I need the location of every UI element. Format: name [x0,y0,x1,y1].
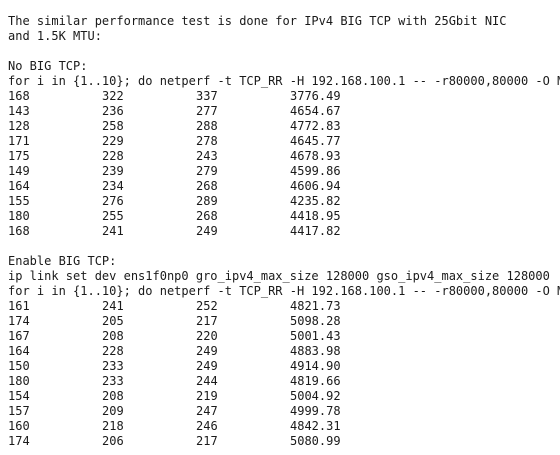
big-tcp-result-cell: 5080.99 [290,434,341,448]
big-tcp-result-cell: 217 [196,314,218,328]
intro-line-1: The similar performance test is done for… [8,14,507,28]
no-big-tcp-result-cell: 228 [102,149,124,163]
big-tcp-result-cell: 252 [196,299,218,313]
enable-big-tcp-command: for i in {1..10}; do netperf -t TCP_RR -… [8,284,560,298]
enable-big-tcp-heading: Enable BIG TCP: [8,254,117,268]
no-big-tcp-result-cell: 279 [196,164,218,178]
no-big-tcp-result-cell: 3776.49 [290,89,341,103]
big-tcp-result-cell: 4819.66 [290,374,341,388]
big-tcp-result-cell: 160 [8,419,30,433]
no-big-tcp-command: for i in {1..10}; do netperf -t TCP_RR -… [8,74,560,88]
big-tcp-result-cell: 157 [8,404,30,418]
no-big-tcp-result-cell: 164 [8,179,30,193]
no-big-tcp-result-cell: 149 [8,164,30,178]
big-tcp-result-cell: 244 [196,374,218,388]
no-big-tcp-result-cell: 143 [8,104,30,118]
no-big-tcp-result-cell: 4599.86 [290,164,341,178]
no-big-tcp-result-cell: 4678.93 [290,149,341,163]
no-big-tcp-result-cell: 4418.95 [290,209,341,223]
big-tcp-result-cell: 228 [102,344,124,358]
no-big-tcp-result-cell: 128 [8,119,30,133]
no-big-tcp-result-cell: 277 [196,104,218,118]
no-big-tcp-result-cell: 168 [8,89,30,103]
no-big-tcp-result-cell: 255 [102,209,124,223]
no-big-tcp-result-cell: 180 [8,209,30,223]
intro-line-2: and 1.5K MTU: [8,29,102,43]
big-tcp-result-cell: 4999.78 [290,404,341,418]
no-big-tcp-result-cell: 243 [196,149,218,163]
no-big-tcp-result-cell: 175 [8,149,30,163]
no-big-tcp-result-cell: 288 [196,119,218,133]
no-big-tcp-result-cell: 4417.82 [290,224,341,238]
big-tcp-result-cell: 4883.98 [290,344,341,358]
big-tcp-result-cell: 249 [196,359,218,373]
big-tcp-result-cell: 4914.90 [290,359,341,373]
no-big-tcp-result-cell: 4772.83 [290,119,341,133]
big-tcp-result-cell: 205 [102,314,124,328]
no-big-tcp-result-cell: 322 [102,89,124,103]
big-tcp-result-cell: 249 [196,344,218,358]
no-big-tcp-result-cell: 278 [196,134,218,148]
no-big-tcp-result-cell: 4235.82 [290,194,341,208]
big-tcp-result-cell: 220 [196,329,218,343]
no-big-tcp-result-cell: 234 [102,179,124,193]
big-tcp-result-cell: 233 [102,374,124,388]
no-big-tcp-result-cell: 4645.77 [290,134,341,148]
no-big-tcp-result-cell: 268 [196,209,218,223]
big-tcp-result-cell: 5098.28 [290,314,341,328]
no-big-tcp-result-cell: 239 [102,164,124,178]
no-big-tcp-result-cell: 258 [102,119,124,133]
big-tcp-result-cell: 209 [102,404,124,418]
big-tcp-result-cell: 208 [102,389,124,403]
big-tcp-result-cell: 206 [102,434,124,448]
big-tcp-result-cell: 180 [8,374,30,388]
big-tcp-result-cell: 241 [102,299,124,313]
no-big-tcp-result-cell: 4606.94 [290,179,341,193]
big-tcp-result-cell: 4821.73 [290,299,341,313]
no-big-tcp-result-cell: 171 [8,134,30,148]
big-tcp-result-cell: 174 [8,314,30,328]
big-tcp-result-cell: 217 [196,434,218,448]
big-tcp-result-cell: 161 [8,299,30,313]
no-big-tcp-result-cell: 4654.67 [290,104,341,118]
no-big-tcp-result-cell: 249 [196,224,218,238]
big-tcp-result-cell: 164 [8,344,30,358]
big-tcp-result-cell: 208 [102,329,124,343]
big-tcp-result-cell: 174 [8,434,30,448]
no-big-tcp-result-cell: 337 [196,89,218,103]
big-tcp-result-cell: 5004.92 [290,389,341,403]
no-big-tcp-result-cell: 241 [102,224,124,238]
big-tcp-result-cell: 5001.43 [290,329,341,343]
no-big-tcp-result-cell: 229 [102,134,124,148]
big-tcp-result-cell: 4842.31 [290,419,341,433]
no-big-tcp-result-cell: 289 [196,194,218,208]
big-tcp-result-cell: 150 [8,359,30,373]
big-tcp-result-cell: 167 [8,329,30,343]
big-tcp-result-cell: 246 [196,419,218,433]
no-big-tcp-result-cell: 268 [196,179,218,193]
big-tcp-result-cell: 219 [196,389,218,403]
big-tcp-result-cell: 233 [102,359,124,373]
no-big-tcp-heading: No BIG TCP: [8,59,88,73]
big-tcp-result-cell: 154 [8,389,30,403]
big-tcp-result-cell: 218 [102,419,124,433]
no-big-tcp-result-cell: 168 [8,224,30,238]
ip-link-command: ip link set dev ens1f0np0 gro_ipv4_max_s… [8,269,550,283]
no-big-tcp-result-cell: 236 [102,104,124,118]
big-tcp-result-cell: 247 [196,404,218,418]
no-big-tcp-result-cell: 276 [102,194,124,208]
no-big-tcp-result-cell: 155 [8,194,30,208]
